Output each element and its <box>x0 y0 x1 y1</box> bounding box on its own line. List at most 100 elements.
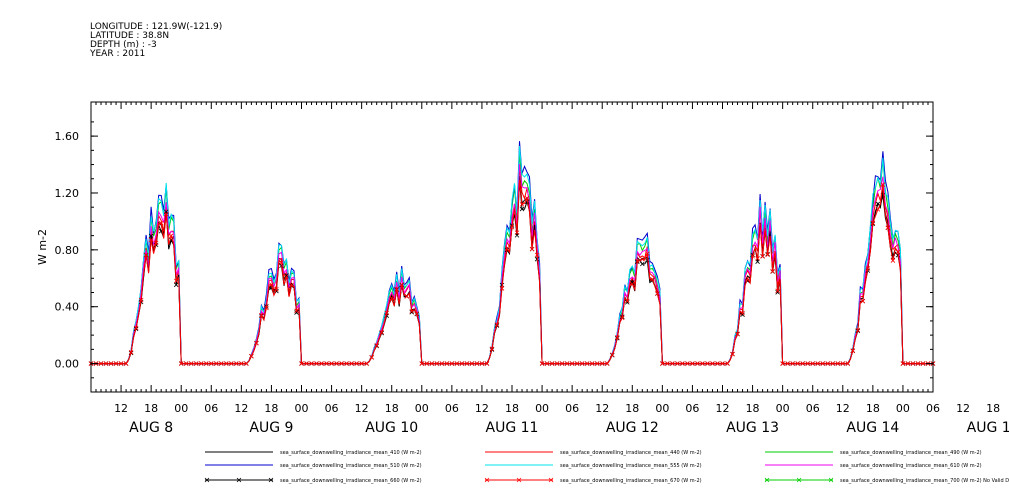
series-marker <box>660 361 665 366</box>
series-marker <box>855 327 861 333</box>
series-marker <box>740 312 745 318</box>
series-marker <box>229 361 234 366</box>
series-marker <box>890 258 896 263</box>
legend-entry-6: sea_surface_downwelling_irradiance_mean_… <box>280 478 422 484</box>
plot-frame <box>90 101 934 393</box>
x-date-label: AUG 14 <box>846 420 899 436</box>
series-marker <box>795 361 800 366</box>
series-marker <box>289 282 294 288</box>
series-marker <box>354 361 359 366</box>
series-marker <box>399 282 405 287</box>
series-marker <box>920 361 926 366</box>
x-hour-label: 18 <box>746 402 760 415</box>
series-marker <box>183 361 189 366</box>
x-date-label: AUG 13 <box>726 420 779 436</box>
series-marker <box>529 246 535 252</box>
series-marker <box>845 361 851 366</box>
series-marker <box>835 361 841 366</box>
series-marker <box>469 361 475 366</box>
series-marker <box>113 361 119 366</box>
series-marker <box>219 361 224 366</box>
series-marker <box>284 273 289 278</box>
series-marker <box>148 237 154 243</box>
series-marker <box>599 361 605 366</box>
series-marker <box>123 361 129 366</box>
series-marker <box>148 233 154 239</box>
x-hour-label: 18 <box>505 402 519 415</box>
series-marker <box>209 361 214 366</box>
series-marker <box>279 260 284 265</box>
series-marker <box>740 310 745 316</box>
series-marker <box>650 276 655 282</box>
series-marker <box>133 325 139 331</box>
legend-entry-8: sea_surface_downwelling_irradiance_mean_… <box>840 478 1009 484</box>
series-marker <box>384 310 389 316</box>
series-marker <box>319 361 324 366</box>
x-hour-label: 18 <box>866 402 880 415</box>
series-marker <box>339 361 344 366</box>
legend-entry-2: sea_surface_downwelling_irradiance_mean_… <box>840 450 982 456</box>
series-marker <box>128 350 134 355</box>
series-marker <box>589 361 595 366</box>
series-marker <box>765 252 770 258</box>
series-marker <box>534 252 540 258</box>
series-marker <box>304 361 309 366</box>
legend-marker <box>828 477 834 483</box>
series-marker <box>785 361 790 366</box>
series-marker <box>830 361 836 366</box>
legend-marker <box>204 477 210 483</box>
x-hour-label: 00 <box>776 402 790 415</box>
series-marker <box>680 361 685 366</box>
series-marker <box>604 361 610 366</box>
series-marker <box>254 340 259 346</box>
x-hour-label: 18 <box>264 402 278 415</box>
series-marker <box>544 361 550 366</box>
series-marker <box>730 351 735 357</box>
series-marker <box>479 361 485 366</box>
x-hour-label: 12 <box>836 402 850 415</box>
series-marker <box>284 274 289 280</box>
series-marker <box>810 361 815 366</box>
series-marker <box>775 290 780 295</box>
series-marker <box>163 211 169 217</box>
series-marker <box>549 361 555 366</box>
legend-marker <box>796 477 802 483</box>
series-marker <box>464 361 470 366</box>
series-marker <box>118 361 124 366</box>
series-marker <box>915 361 921 366</box>
series-marker <box>614 335 620 340</box>
series-marker <box>885 225 891 231</box>
legend-entry-3: sea_surface_downwelling_irradiance_mean_… <box>280 463 422 469</box>
series-marker <box>640 256 645 262</box>
series-marker <box>389 295 394 301</box>
series-line-3 <box>91 141 933 365</box>
series-marker <box>875 201 881 207</box>
series-marker <box>244 361 249 366</box>
series-marker <box>860 298 866 304</box>
series-marker <box>173 278 179 284</box>
series-marker <box>805 361 810 366</box>
x-hour-label: 06 <box>445 402 459 415</box>
series-marker <box>710 361 715 366</box>
x-hour-label: 12 <box>114 402 128 415</box>
series-marker <box>745 276 750 281</box>
series-marker <box>630 280 635 285</box>
x-hour-label: 06 <box>806 402 820 415</box>
y-tick-label: 1.20 <box>55 187 80 200</box>
legend-marker <box>484 477 490 483</box>
series-marker <box>579 361 585 366</box>
legend-marker <box>764 477 770 483</box>
series-marker <box>249 353 254 359</box>
latitude-label: LATITUDE : 38.8N <box>90 31 170 41</box>
series-marker <box>108 361 114 366</box>
series-marker <box>695 361 700 366</box>
series-marker <box>910 361 916 366</box>
series-marker <box>630 281 635 287</box>
series-marker <box>394 286 400 292</box>
series-marker <box>815 361 821 366</box>
series-marker <box>103 361 109 366</box>
series-marker <box>800 361 805 366</box>
x-date-label: AUG 15 <box>967 420 1009 436</box>
series-marker <box>564 361 570 366</box>
series-marker <box>274 286 279 292</box>
